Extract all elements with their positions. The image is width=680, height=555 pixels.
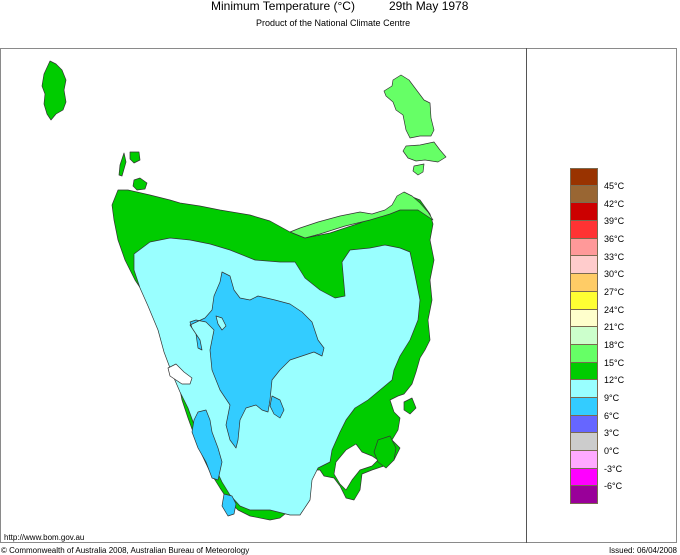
nw-islet-1 bbox=[118, 152, 127, 177]
legend-swatch bbox=[570, 168, 598, 186]
legend-swatch bbox=[570, 185, 598, 204]
legend-label: 30°C bbox=[604, 269, 625, 279]
legend-swatch bbox=[570, 344, 598, 363]
legend-divider bbox=[526, 48, 527, 543]
legend-swatch bbox=[570, 238, 598, 257]
legend-label: 39°C bbox=[604, 216, 625, 226]
legend-label: 21°C bbox=[604, 322, 625, 332]
legend-label: 6°C bbox=[604, 411, 620, 421]
issued-date: Issued: 06/04/2008 bbox=[608, 546, 677, 555]
nw-islet-2 bbox=[129, 151, 141, 164]
legend-label: 33°C bbox=[604, 252, 625, 262]
legend-swatch bbox=[570, 468, 598, 487]
legend-swatch bbox=[570, 415, 598, 434]
legend-swatch bbox=[570, 433, 598, 451]
legend-label: 27°C bbox=[604, 287, 625, 297]
legend-label: 36°C bbox=[604, 234, 625, 244]
legend-swatch bbox=[570, 486, 598, 505]
legend-swatch bbox=[570, 397, 598, 416]
chart-header: Minimum Temperature (°C) 29th May 1978 bbox=[0, 0, 680, 16]
legend-swatch bbox=[570, 362, 598, 381]
temperature-legend bbox=[570, 168, 598, 505]
legend-label: 12°C bbox=[604, 375, 625, 385]
legend-swatch bbox=[570, 309, 598, 328]
maria-island bbox=[403, 397, 417, 415]
legend-swatch bbox=[570, 451, 598, 469]
legend-label: 9°C bbox=[604, 393, 620, 403]
sw-pocket-3 bbox=[221, 493, 237, 517]
clarke-island bbox=[412, 163, 425, 176]
tasman-peninsula bbox=[373, 435, 397, 469]
cape-barren-island bbox=[402, 141, 447, 163]
nw-islet-3 bbox=[132, 177, 148, 191]
legend-label: -6°C bbox=[604, 481, 623, 491]
flinders-island bbox=[383, 74, 435, 139]
sw-pocket-2 bbox=[269, 395, 285, 419]
source-url[interactable]: http://www.bom.gov.au bbox=[4, 533, 85, 542]
sw-pocket-1 bbox=[191, 409, 223, 481]
legend-label: 15°C bbox=[604, 358, 625, 368]
map-frame bbox=[0, 48, 677, 543]
legend-label: 45°C bbox=[604, 181, 625, 191]
macquarie-harbour bbox=[167, 363, 193, 385]
legend-swatch bbox=[570, 327, 598, 345]
legend-label: -3°C bbox=[604, 464, 623, 474]
legend-label: 3°C bbox=[604, 428, 620, 438]
hole-in-highlands bbox=[215, 315, 227, 331]
copyright-notice: © Commonwealth of Australia 2008, Austra… bbox=[1, 546, 250, 555]
legend-label: 18°C bbox=[604, 340, 625, 350]
legend-swatch bbox=[570, 256, 598, 275]
central-highlands-6-9c bbox=[189, 271, 325, 449]
legend-label: 42°C bbox=[604, 199, 625, 209]
map-date: 29th May 1978 bbox=[389, 0, 469, 13]
map-title: Minimum Temperature (°C) bbox=[211, 0, 355, 13]
legend-label: 24°C bbox=[604, 305, 625, 315]
ne-coast-15c bbox=[289, 191, 434, 239]
se-inlets bbox=[333, 443, 379, 491]
legend-label: 0°C bbox=[604, 446, 620, 456]
legend-swatch bbox=[570, 274, 598, 292]
legend-swatch bbox=[570, 221, 598, 239]
map-subtitle: Product of the National Climate Centre bbox=[256, 18, 411, 28]
legend-swatch bbox=[570, 380, 598, 398]
legend-swatch bbox=[570, 203, 598, 222]
legend-swatch bbox=[570, 291, 598, 310]
king-island bbox=[41, 60, 67, 121]
